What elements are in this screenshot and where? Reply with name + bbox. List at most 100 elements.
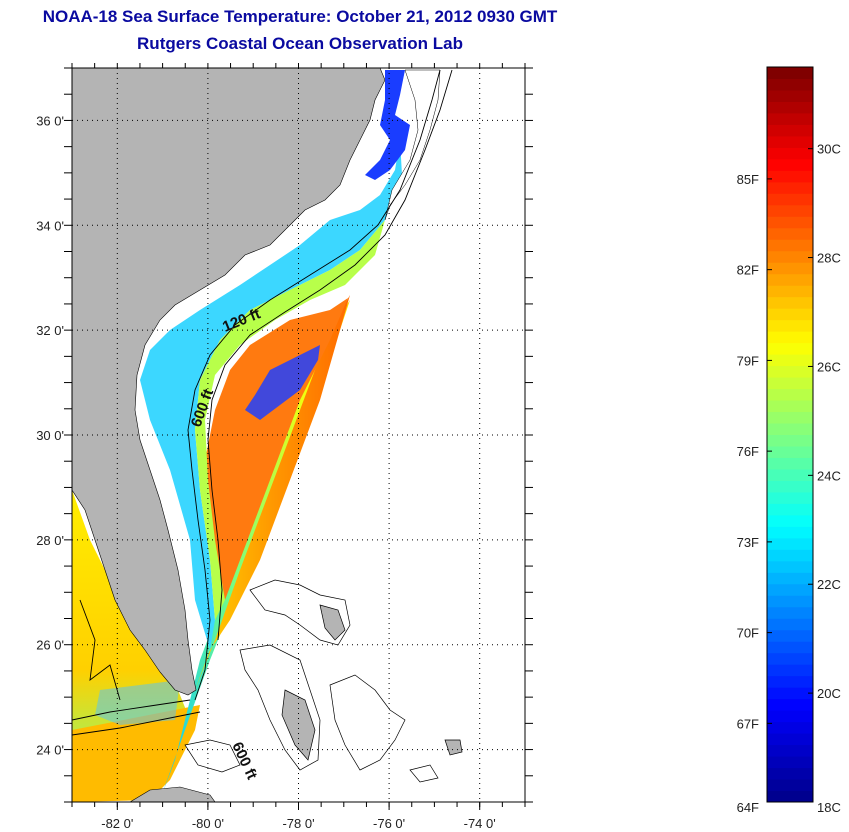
colorbar-band — [767, 641, 813, 654]
colorbar-band — [767, 216, 813, 229]
colorbar-band — [767, 250, 813, 263]
lat-tick-label: 34 0' — [36, 218, 64, 233]
colorbar-band — [767, 273, 813, 286]
lon-tick-label: -80 0' — [192, 816, 224, 831]
colorbar-f-label: 76F — [737, 444, 759, 459]
lat-tick-label: 30 0' — [36, 428, 64, 443]
land-mainland — [71, 67, 386, 696]
lon-tick-label: -78 0' — [282, 816, 314, 831]
colorbar-band — [767, 468, 813, 481]
colorbar-f-label: 82F — [737, 263, 759, 278]
lat-tick-label: 28 0' — [36, 533, 64, 548]
colorbar-f-label: 64F — [737, 800, 759, 815]
colorbar-band — [767, 491, 813, 504]
colorbar-band — [767, 181, 813, 194]
colorbar-f-label: 70F — [737, 626, 759, 641]
sound-water — [365, 70, 410, 180]
colorbar-band — [767, 101, 813, 114]
colorbar-band — [767, 606, 813, 619]
colorbar-c-label: 28C — [817, 251, 841, 266]
colorbar-band — [767, 147, 813, 160]
depth-contours — [71, 69, 453, 736]
colorbar-bands — [767, 67, 813, 803]
colorbar-band — [767, 296, 813, 309]
colorbar-band — [767, 158, 813, 171]
coastal-shelf-white — [384, 69, 441, 221]
colorbar-band — [767, 78, 813, 91]
colorbar-c-label: 20C — [817, 686, 841, 701]
colorbar-band — [767, 400, 813, 413]
colorbar-band — [767, 710, 813, 723]
colorbar-band — [767, 434, 813, 447]
gulf-stream-core — [205, 298, 348, 600]
colorbar-band — [767, 365, 813, 378]
colorbar-band — [767, 445, 813, 458]
colorbar-band — [767, 411, 813, 424]
colorbar-band — [767, 779, 813, 792]
colorbar-band — [767, 537, 813, 550]
colorbar-f-label: 79F — [737, 353, 759, 368]
colorbar-band — [767, 331, 813, 344]
cool-eddy-patch — [245, 345, 320, 420]
colorbar-band — [767, 721, 813, 734]
colorbar-band — [767, 308, 813, 321]
colorbar-band — [767, 549, 813, 562]
colorbar-band — [767, 664, 813, 677]
colorbar-f-label: 73F — [737, 535, 759, 550]
colorbar-band — [767, 698, 813, 711]
colorbar-band — [767, 204, 813, 217]
colorbar-band — [767, 503, 813, 516]
map-subtitle: Rutgers Coastal Ocean Observation Lab — [137, 34, 463, 53]
colorbar-band — [767, 354, 813, 367]
colorbar-c-label: 22C — [817, 577, 841, 592]
colorbar-band — [767, 756, 813, 769]
colorbar-band — [767, 618, 813, 631]
colorbar-f-label: 85F — [737, 172, 759, 187]
colorbar-band — [767, 135, 813, 148]
coastal-cool-band — [140, 140, 402, 650]
lat-tick-label: 36 0' — [36, 113, 64, 128]
gulf-stream-warm — [195, 295, 350, 690]
colorbar-band — [767, 457, 813, 470]
colorbar-f-label: 67F — [737, 716, 759, 731]
colorbar-band — [767, 675, 813, 688]
colorbar-band — [767, 193, 813, 206]
colorbar-band — [767, 583, 813, 596]
colorbar-band — [767, 262, 813, 275]
colorbar-band — [767, 227, 813, 240]
colorbar-border — [766, 66, 814, 803]
colorbar-band — [767, 377, 813, 390]
colorbar-band — [767, 767, 813, 780]
colorbar-band — [767, 112, 813, 125]
map-title: NOAA-18 Sea Surface Temperature: October… — [42, 7, 558, 26]
colorbar-c-label: 30C — [817, 142, 841, 157]
colorbar-band — [767, 124, 813, 137]
colorbar-band — [767, 560, 813, 573]
colorbar-band — [767, 239, 813, 252]
bahamas-islands — [184, 579, 463, 783]
colorbar-c-label: 26C — [817, 359, 841, 374]
colorbar-band — [767, 652, 813, 665]
colorbar-band — [767, 388, 813, 401]
colorbar-band — [767, 687, 813, 700]
colorbar-band — [767, 744, 813, 757]
lon-tick-label: -76 0' — [373, 816, 405, 831]
colorbar-band — [767, 319, 813, 332]
cool-patch-keys — [95, 680, 180, 725]
colorbar-band — [767, 423, 813, 435]
colorbar-band — [767, 572, 813, 585]
colorbar-band — [767, 526, 813, 539]
lat-tick-label: 24 0' — [36, 743, 64, 758]
colorbar-band — [767, 342, 813, 355]
colorbar-band — [767, 514, 813, 527]
colorbar-band — [767, 89, 813, 102]
map-axes: -82 0' -80 0' -78 0' -76 0' -74 0' 24 0' 26 0'… — [36, 63, 533, 831]
colorbar-band — [767, 733, 813, 746]
colorbar-c-label: 24C — [817, 468, 841, 483]
colorbar-band — [767, 170, 813, 183]
colorbar-band — [767, 67, 813, 79]
lat-tick-label: 26 0' — [36, 638, 64, 653]
colorbar-labels: 85F 82F 79F 76F 73F 70F 67F 64F 30C 28C 26C 24C 22C 2… — [737, 142, 841, 815]
